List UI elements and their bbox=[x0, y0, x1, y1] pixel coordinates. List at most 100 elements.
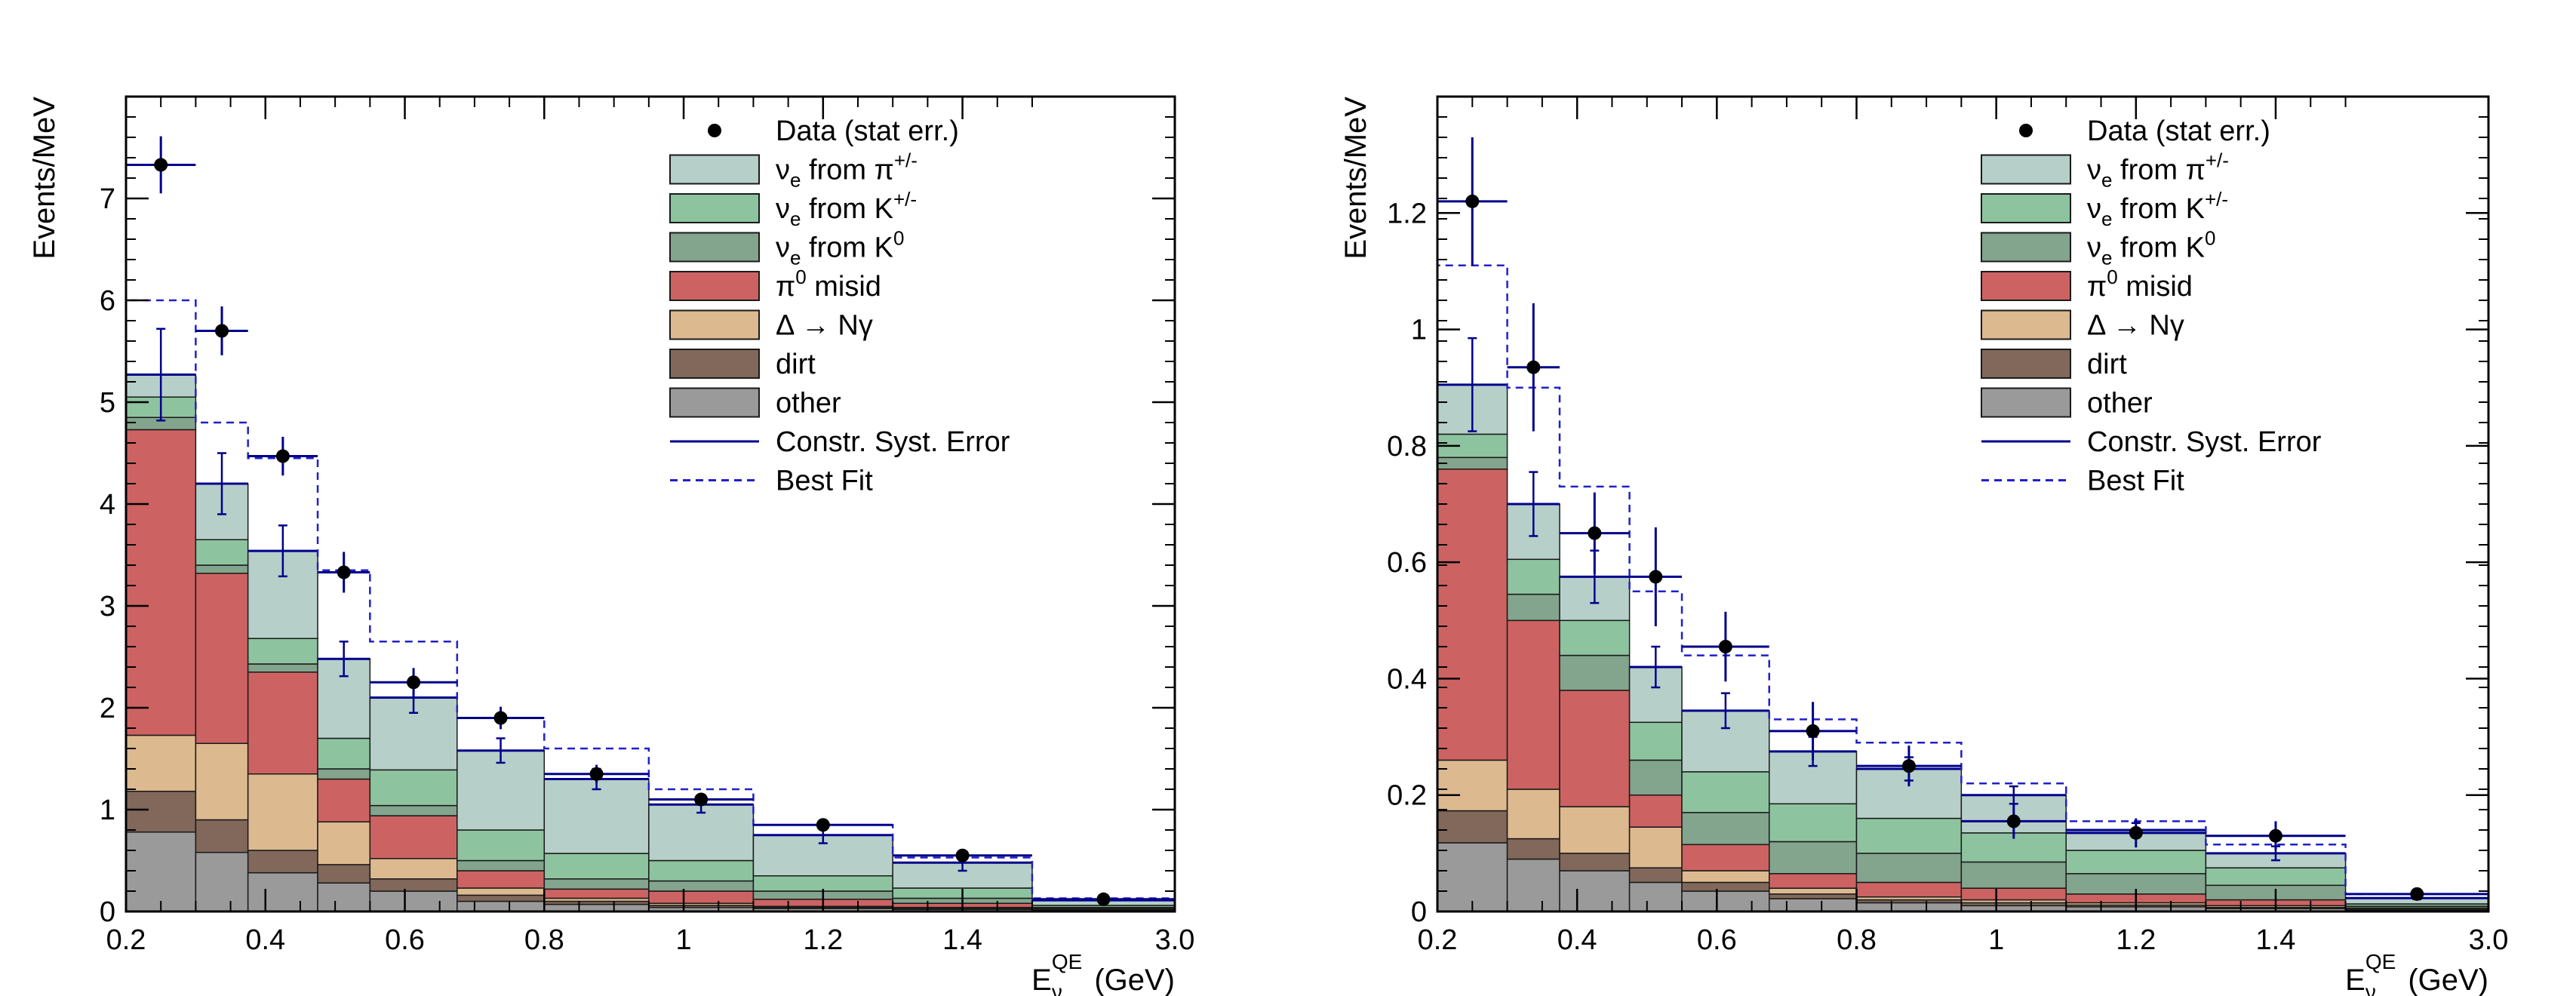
data-point bbox=[694, 792, 709, 807]
data-point bbox=[493, 711, 508, 725]
best-fit-line bbox=[1436, 264, 2488, 911]
x-tick-label: 0.4 bbox=[245, 924, 285, 956]
stack-bar-dirt bbox=[195, 819, 249, 853]
stack-bar-kpm bbox=[1506, 558, 1560, 595]
stack-bar-k0 bbox=[1437, 456, 1508, 470]
legend-label-dirt: dirt bbox=[776, 349, 816, 380]
legend-swatch-kpm bbox=[1981, 193, 2071, 223]
x-tick-label: 1 bbox=[675, 924, 691, 956]
stack-bar-delta bbox=[1506, 788, 1560, 840]
x-tick-label: 0.6 bbox=[1697, 924, 1737, 956]
stack-bar-kpm bbox=[456, 829, 546, 862]
data-point bbox=[1718, 640, 1732, 653]
stack-bar-k0 bbox=[195, 564, 249, 574]
stack-bar-other bbox=[1855, 902, 1963, 912]
stack-bar-other bbox=[195, 851, 249, 912]
stack-bar-pi0 bbox=[1769, 873, 1858, 889]
data-point bbox=[1901, 759, 1916, 773]
data-point bbox=[1465, 194, 1480, 208]
stack-bar-delta bbox=[195, 742, 249, 821]
data-point bbox=[215, 324, 229, 338]
y-tick-label: 5 bbox=[100, 387, 115, 419]
y-tick-label: 0 bbox=[1411, 896, 1427, 928]
y-tick-label: 3 bbox=[100, 591, 115, 622]
y-tick-label: 1.2 bbox=[1387, 198, 1427, 229]
legend-swatch-dirt bbox=[1981, 349, 2071, 379]
stack-bar-pi0 bbox=[1437, 468, 1508, 761]
data-point bbox=[1526, 360, 1541, 374]
legend-swatch-pi0 bbox=[669, 271, 760, 301]
stack-bar-other bbox=[369, 890, 458, 912]
stack-bar-delta bbox=[1559, 806, 1631, 854]
legend: Data (stat err.)νe from π+/-νe from K+/-… bbox=[1981, 115, 2322, 497]
stack-bar-kpm bbox=[317, 737, 371, 770]
stack-bar-dirt bbox=[456, 894, 546, 902]
legend-label-other: other bbox=[2087, 388, 2153, 420]
legend-bestfit-label: Best Fit bbox=[776, 466, 873, 497]
y-tick-label: 6 bbox=[100, 285, 115, 317]
legend-swatch-delta bbox=[1981, 309, 2071, 340]
legend-label-k0: νe from K0 bbox=[2087, 227, 2215, 269]
stack-bar-k0 bbox=[1628, 759, 1683, 796]
legend-label-kpm: νe from K+/- bbox=[776, 188, 917, 230]
x-tick-label: 1 bbox=[1988, 924, 2004, 956]
stack-bar-pi0 bbox=[456, 870, 546, 889]
y-tick-label: 0 bbox=[100, 896, 115, 928]
data-point bbox=[955, 848, 970, 862]
stack-bar-k0 bbox=[543, 878, 650, 890]
stack-bar-delta bbox=[1437, 759, 1508, 812]
stack-bar-pi0 bbox=[195, 573, 249, 744]
stack-bar-dirt bbox=[247, 850, 318, 874]
stack-bar-other bbox=[1559, 870, 1631, 912]
stack-bar-other bbox=[1628, 881, 1683, 912]
stack-bar-kpm bbox=[752, 875, 893, 892]
stack-bar-delta bbox=[125, 734, 197, 792]
stack-bar-pi0 bbox=[1506, 619, 1560, 790]
stack-bar-kpm bbox=[648, 859, 755, 882]
y-tick-label: 2 bbox=[100, 693, 115, 724]
legend-label-k0: νe from K0 bbox=[776, 227, 904, 269]
stack-bar-pi0 bbox=[247, 672, 318, 775]
stack-bar-other bbox=[1681, 890, 1770, 912]
legend: Data (stat err.)νe from π+/-νe from K+/-… bbox=[669, 115, 1010, 497]
y-axis-title: Events/MeV bbox=[1339, 97, 1373, 260]
legend-label-dirt: dirt bbox=[2087, 349, 2127, 380]
legend-swatch-pi bbox=[1981, 154, 2071, 185]
stack-bar-pi bbox=[543, 778, 650, 854]
x-axis-title: EνQE(GeV) bbox=[1031, 950, 1175, 996]
stack-bar-kpm bbox=[543, 853, 650, 880]
stack-bar-other bbox=[1506, 858, 1560, 912]
x-axis-title: EνQE(GeV) bbox=[2345, 950, 2488, 996]
data-point bbox=[1588, 526, 1602, 540]
legend-label-delta: Δ → Nγ bbox=[2087, 310, 2184, 342]
stack-bar-pi0 bbox=[543, 888, 650, 899]
stack-bar-kpm bbox=[1559, 619, 1631, 656]
stack-bar-dirt bbox=[1681, 881, 1770, 892]
stack-bar-delta bbox=[369, 858, 458, 880]
legend-label-pi0: π0 misid bbox=[776, 266, 881, 303]
stack-bar-k0 bbox=[1769, 841, 1858, 875]
legend-swatch-k0 bbox=[1981, 232, 2071, 263]
x-tick-label: 0.6 bbox=[385, 924, 425, 956]
legend-label-pi0: π0 misid bbox=[2087, 266, 2193, 303]
stack-bar-delta bbox=[1628, 826, 1683, 868]
x-tick-label: 1.4 bbox=[942, 924, 982, 956]
legend-data-label: Data (stat err.) bbox=[2087, 115, 2270, 147]
legend-syst-label: Constr. Syst. Error bbox=[2087, 426, 2322, 458]
x-tick-label: 0.2 bbox=[106, 924, 146, 956]
stack-bar-pi0 bbox=[125, 429, 197, 736]
data-point bbox=[154, 158, 168, 172]
stack-bar-kpm bbox=[1681, 771, 1770, 813]
x-tick-label: 0.8 bbox=[524, 924, 564, 956]
x-tick-label: 3.0 bbox=[2469, 924, 2509, 956]
stack-bar-delta bbox=[1769, 887, 1858, 895]
stack-bar-k0 bbox=[317, 768, 371, 780]
stack-bar-k0 bbox=[247, 663, 318, 673]
stack-bar-dirt bbox=[1559, 853, 1631, 872]
stack-bar-kpm bbox=[195, 539, 249, 566]
legend-swatch-other bbox=[669, 387, 760, 418]
y-tick-label: 7 bbox=[100, 183, 115, 215]
legend-label-delta: Δ → Nγ bbox=[776, 310, 873, 342]
stack-bar-delta bbox=[317, 821, 371, 865]
stack-bar-k0 bbox=[648, 880, 755, 892]
